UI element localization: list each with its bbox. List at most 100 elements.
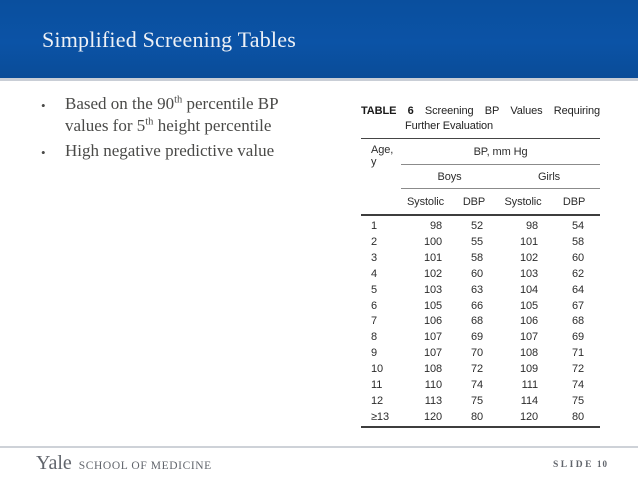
age-cell: 2 bbox=[371, 235, 378, 248]
bp-value-cell: 66 bbox=[470, 299, 483, 312]
bp-value-cell: 106 bbox=[423, 315, 442, 328]
bp-value-cell: 55 bbox=[470, 235, 483, 248]
table-row: 10 108 72 109 72 bbox=[361, 362, 600, 378]
subheader-dbp-boys: DBP bbox=[450, 188, 498, 216]
table-row: 6 105 66 105 67 bbox=[361, 299, 600, 315]
bp-value-cell: 114 bbox=[520, 394, 538, 407]
table-row: 2 100 55 101 58 bbox=[361, 235, 600, 251]
bp-value-cell: 108 bbox=[519, 347, 538, 360]
bp-table: Age, y BP, mm Hg Boys Girls Systolic DBP… bbox=[361, 139, 601, 428]
bullet-marker bbox=[38, 93, 65, 136]
table-row: 5 103 63 104 64 bbox=[361, 283, 600, 299]
bp-value-cell: 103 bbox=[519, 267, 538, 280]
bp-value-cell: 68 bbox=[470, 315, 483, 328]
bullet-text-part: percentile BP values for 5 bbox=[65, 94, 278, 135]
bullet-item: High negative predictive value bbox=[38, 140, 320, 164]
slide-number-value: 10 bbox=[597, 459, 608, 469]
table-row: ≥13 120 80 120 80 bbox=[361, 409, 601, 428]
table-caption-line2: Further Evaluation bbox=[405, 119, 494, 132]
bp-value-cell: 58 bbox=[470, 251, 483, 264]
bp-value-cell: 60 bbox=[470, 267, 483, 280]
table-header-row-1: Age, y BP, mm Hg bbox=[361, 139, 601, 216]
table-header: Age, y BP, mm Hg Boys Girls Systolic DBP… bbox=[361, 139, 601, 216]
bp-value-cell: 67 bbox=[572, 299, 585, 312]
bp-value-cell: 75 bbox=[470, 394, 483, 407]
bp-value-cell: 69 bbox=[470, 331, 483, 344]
bp-value-cell: 80 bbox=[450, 409, 498, 428]
bullet-list: Based on the 90 th percentile BP values f… bbox=[38, 93, 320, 168]
bp-value-cell: 54 bbox=[572, 220, 585, 232]
table-row: 12 113 75 114 75 bbox=[361, 394, 600, 410]
bp-value-cell: 52 bbox=[470, 220, 483, 232]
girls-group-header: Girls bbox=[498, 164, 601, 189]
bullet-text: Based on the 90 th percentile BP values f… bbox=[65, 93, 320, 136]
bullet-marker bbox=[38, 140, 65, 164]
slide-header: Simplified Screening Tables bbox=[0, 0, 638, 78]
table-row: 4 102 60 103 62 bbox=[361, 267, 600, 283]
table-row: 3 101 58 102 60 bbox=[361, 251, 600, 267]
bp-value-cell: 74 bbox=[572, 379, 585, 392]
bp-value-cell: 63 bbox=[470, 283, 483, 296]
slide-title: Simplified Screening Tables bbox=[42, 27, 296, 52]
bp-value-cell: 68 bbox=[572, 315, 585, 328]
bp-value-cell: 107 bbox=[423, 331, 442, 344]
bp-value-cell: 111 bbox=[521, 379, 539, 392]
table-caption-text: Screening BP Values Requiring bbox=[424, 105, 600, 117]
bp-table-body: 1 98 52 98 54 2 100 55 101 58 3 101 58 102 60 4 102 60 103… bbox=[361, 215, 601, 428]
age-cell: 4 bbox=[371, 267, 378, 280]
age-cell: 5 bbox=[371, 283, 378, 296]
boys-group-header: Boys bbox=[401, 164, 498, 189]
bp-value-cell: 98 bbox=[525, 220, 538, 232]
bp-value-cell: 58 bbox=[572, 235, 585, 248]
age-cell: 6 bbox=[371, 299, 378, 312]
table-header-row-3: Systolic DBP Systolic DBP bbox=[361, 188, 601, 216]
school-of-medicine-label: SCHOOL OF MEDICINE bbox=[78, 460, 212, 472]
bp-table-figure: TABLE 6 Screening BP Values Requiring Fu… bbox=[361, 104, 600, 428]
age-cell: 1 bbox=[371, 220, 378, 232]
table-row: 7 106 68 106 68 bbox=[361, 314, 600, 330]
bp-value-cell: 102 bbox=[423, 267, 442, 280]
bp-value-cell: 106 bbox=[519, 315, 538, 328]
age-cell: 9 bbox=[371, 347, 378, 360]
yale-logo-text: Yale bbox=[36, 452, 72, 474]
bp-value-cell: 105 bbox=[519, 299, 538, 312]
bp-value-cell: 109 bbox=[519, 363, 538, 376]
bp-value-cell: 71 bbox=[572, 347, 585, 360]
bp-value-cell: 107 bbox=[519, 331, 538, 344]
bp-value-cell: 80 bbox=[548, 409, 601, 428]
bp-value-cell: 105 bbox=[423, 299, 442, 312]
table-row: 9 107 70 108 71 bbox=[361, 346, 600, 362]
bp-value-cell: 69 bbox=[572, 331, 585, 344]
table-caption: TABLE 6 Screening BP Values Requiring Fu… bbox=[361, 104, 600, 139]
bp-value-cell: 72 bbox=[572, 363, 585, 376]
bullet-item: Based on the 90 th percentile BP values f… bbox=[38, 93, 320, 136]
table-row: 8 107 69 107 69 bbox=[361, 330, 600, 346]
bp-value-cell: 107 bbox=[423, 347, 442, 360]
superscript-th: th bbox=[145, 115, 154, 127]
bp-value-cell: 108 bbox=[423, 363, 442, 376]
age-cell: 12 bbox=[371, 394, 384, 407]
subheader-dbp-girls: DBP bbox=[548, 188, 601, 216]
age-column-header: Age, y bbox=[361, 139, 401, 216]
bp-value-cell: 60 bbox=[572, 251, 585, 264]
subheader-systolic-girls: Systolic bbox=[498, 188, 548, 216]
table-row: 1 98 52 98 54 bbox=[361, 215, 600, 235]
bp-value-cell: 100 bbox=[423, 235, 442, 248]
bp-value-cell: 74 bbox=[470, 379, 483, 392]
bp-value-cell: 104 bbox=[519, 283, 538, 296]
bp-value-cell: 120 bbox=[498, 409, 548, 428]
bp-column-header: BP, mm Hg bbox=[401, 139, 601, 165]
footer-divider bbox=[0, 446, 638, 448]
age-cell: 11 bbox=[371, 379, 383, 392]
bp-value-cell: 120 bbox=[401, 409, 450, 428]
bullet-text-part: Based on the 90 bbox=[65, 94, 175, 113]
bp-value-cell: 64 bbox=[572, 283, 585, 296]
bp-value-cell: 75 bbox=[572, 394, 585, 407]
bp-value-cell: 70 bbox=[470, 347, 483, 360]
age-cell: 8 bbox=[371, 331, 378, 344]
bullet-text-part: height percentile bbox=[153, 115, 272, 135]
age-cell: 3 bbox=[371, 251, 378, 264]
yale-wordmark: Yale SCHOOL OF MEDICINE bbox=[36, 451, 212, 475]
table-caption-line1: TABLE 6 Screening BP Values Requiring bbox=[361, 104, 600, 119]
